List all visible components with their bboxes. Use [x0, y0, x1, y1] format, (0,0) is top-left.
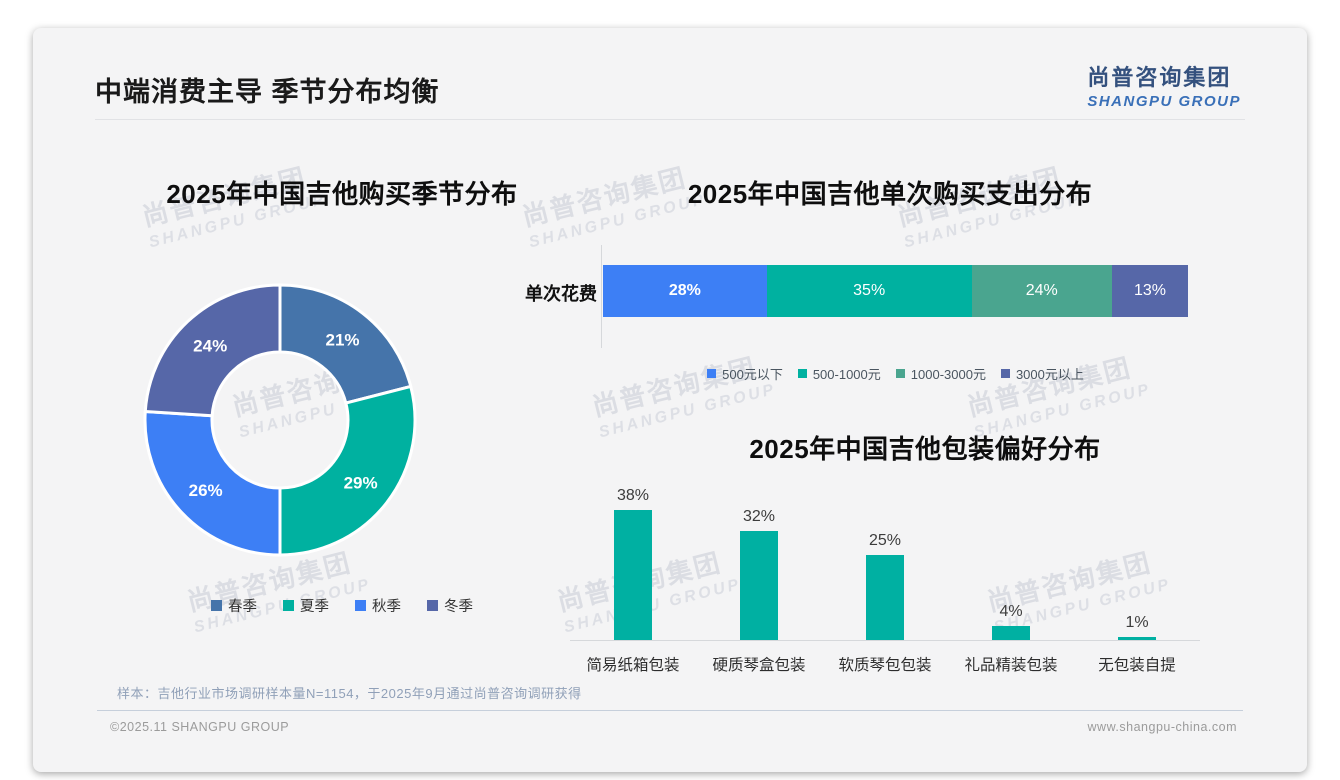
packaging-bar-slot: 25% [822, 483, 948, 640]
packaging-bar-无包装自提 [1118, 636, 1156, 640]
packaging-bar-slot: 4% [948, 483, 1074, 640]
donut-slice-秋季 [143, 410, 282, 557]
packaging-bar-礼品精装包装 [992, 626, 1030, 640]
spending-segment-500元以下: 28% [603, 265, 767, 317]
season-legend-item: 夏季 [283, 595, 329, 616]
packaging-category-label: 软质琴包包装 [838, 657, 932, 674]
footer-website: www.shangpu-china.com [1087, 720, 1237, 734]
donut-slice-春季 [278, 283, 413, 405]
donut-chart-title: 2025年中国吉他购买季节分布 [166, 179, 518, 209]
donut-slice-label: 21% [326, 330, 360, 349]
spending-legend-swatch [797, 369, 807, 378]
spending-axis-line [601, 245, 602, 348]
packaging-bar-简易纸箱包装 [614, 510, 652, 640]
brand-logo-en: SHANGPU GROUP [1087, 93, 1241, 110]
packaging-bar-硬质琴盒包装 [740, 530, 778, 640]
packaging-bar-value: 25% [868, 531, 902, 549]
spending-legend-item: 500元以下 [707, 364, 783, 383]
spending-segment-1000-3000元: 24% [971, 265, 1112, 317]
packaging-category-label: 简易纸箱包装 [586, 657, 680, 674]
spending-stacked-bar: 28% 35% 24% 13% [603, 265, 1188, 317]
donut-slice-夏季 [278, 384, 417, 557]
spending-legend-item: 500-1000元 [797, 364, 881, 383]
packaging-bar-value: 1% [1125, 613, 1149, 631]
season-legend-item: 秋季 [355, 595, 401, 616]
spending-legend-swatch [707, 369, 717, 378]
donut-slice-label: 24% [193, 337, 227, 356]
spending-legend-label: 500-1000元 [812, 367, 881, 382]
spending-segment-3000元以上: 13% [1111, 265, 1188, 317]
packaging-bar-chart: 38% 32% 25% 4% 1% [570, 483, 1200, 641]
packaging-bar-slot: 32% [696, 483, 822, 640]
season-legend-swatch [211, 600, 222, 611]
packaging-bar-value: 38% [616, 487, 650, 505]
season-legend-label: 秋季 [372, 599, 401, 615]
donut-slice-label: 29% [344, 474, 378, 493]
spending-chart-title: 2025年中国吉他单次购买支出分布 [687, 179, 1093, 209]
packaging-bar-value: 32% [742, 507, 776, 525]
packaging-bar-软质琴包包装 [866, 554, 904, 640]
donut-legend: 春季 夏季 秋季 冬季 [92, 595, 592, 616]
sample-note: 样本：吉他行业市场调研样本量N=1154，于2025年9月通过尚普咨询调研获得 [117, 686, 582, 701]
season-legend-swatch [355, 600, 366, 611]
packaging-category-label: 无包装自提 [1098, 657, 1176, 674]
packaging-bar-slot: 38% [570, 483, 696, 640]
season-legend-label: 冬季 [444, 599, 473, 615]
season-legend-item: 冬季 [427, 595, 473, 616]
spending-legend-label: 500元以下 [722, 367, 783, 382]
footer-copyright: ©2025.11 SHANGPU GROUP [110, 720, 290, 734]
slide-card: 尚普咨询集团 SHANGPU GROUP 尚普咨询集团 SHANGPU GROUP 尚普… [33, 28, 1307, 772]
content-layer: 中端消费主导 季节分布均衡 尚普咨询集团 SHANGPU GROUP 2025年… [33, 28, 1307, 772]
header-divider [95, 119, 1245, 120]
donut-slice-label: 26% [189, 481, 223, 500]
spending-legend-swatch [895, 369, 905, 378]
brand-logo-cn: 尚普咨询集团 [1087, 65, 1232, 90]
spending-legend: 500元以下 500-1000元 1000-3000元 3000元以上 [603, 364, 1188, 383]
spending-legend-label: 3000元以上 [1015, 367, 1084, 382]
season-legend-swatch [283, 600, 294, 611]
packaging-bar-value: 4% [999, 603, 1023, 621]
donut-slice-冬季 [143, 283, 282, 418]
spending-legend-label: 1000-3000元 [910, 367, 986, 382]
spending-segment-500-1000元: 35% [766, 265, 972, 317]
packaging-category-labels: 简易纸箱包装 硬质琴盒包装 软质琴包包装 礼品精装包装 无包装自提 [570, 653, 1200, 675]
brand-logo: 尚普咨询集团 SHANGPU GROUP [1087, 60, 1241, 110]
spending-legend-swatch [1000, 369, 1010, 378]
packaging-category-label: 硬质琴盒包装 [712, 657, 806, 674]
spending-legend-item: 3000元以上 [1000, 364, 1084, 383]
season-legend-swatch [427, 600, 438, 611]
spending-row-label: 单次花费 [525, 284, 597, 304]
season-legend-item: 春季 [211, 595, 257, 616]
packaging-bar-slot: 1% [1074, 483, 1200, 640]
spending-legend-item: 1000-3000元 [895, 364, 986, 383]
season-legend-label: 夏季 [300, 599, 329, 615]
season-legend-label: 春季 [228, 599, 257, 615]
donut-svg: 21% 29% 26% 24% [143, 283, 417, 557]
footer-divider [97, 710, 1243, 711]
packaging-chart-title: 2025年中国吉他包装偏好分布 [749, 434, 1101, 464]
packaging-category-label: 礼品精装包装 [964, 657, 1058, 674]
donut-chart: 21% 29% 26% 24% [134, 274, 426, 566]
slide-title: 中端消费主导 季节分布均衡 [95, 77, 440, 107]
